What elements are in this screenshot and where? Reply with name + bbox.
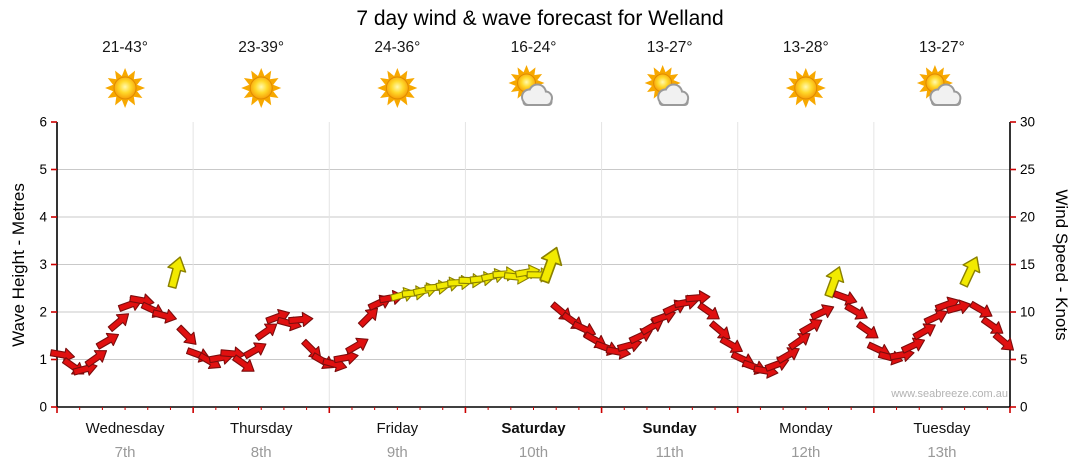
wind-arrow	[900, 337, 926, 354]
wind-arrow	[685, 290, 711, 306]
weather-icon-partly-cloudy	[508, 65, 553, 106]
day-name-label: Sunday	[643, 420, 698, 437]
left-tick-label: 1	[39, 352, 47, 367]
wind-arrow	[969, 300, 993, 318]
wind-arrow	[167, 256, 187, 289]
wind-arrow	[945, 299, 972, 315]
cloud	[931, 85, 960, 104]
wind-arrow	[856, 321, 879, 339]
wind-arrow	[345, 337, 369, 355]
left-tick-label: 3	[39, 257, 47, 272]
day-name-label: Saturday	[501, 420, 566, 437]
temp-range-label: 16-24°	[511, 39, 557, 56]
wind-arrow	[959, 256, 981, 288]
left-tick-label: 5	[39, 162, 47, 177]
wind-arrow	[832, 290, 858, 306]
sun-disc	[385, 76, 409, 100]
wind-arrow	[776, 347, 800, 364]
weather-icon-sunny	[241, 68, 282, 108]
axis-ticks	[51, 121, 1016, 413]
wind-arrow	[151, 309, 177, 324]
right-tick-label: 15	[1020, 257, 1035, 272]
right-tick-label: 10	[1020, 305, 1035, 320]
wind-arrow	[333, 349, 359, 365]
wind-arrow	[176, 324, 197, 345]
sun-rays	[241, 68, 282, 108]
weather-icon-partly-cloudy	[644, 65, 690, 106]
cloud	[523, 85, 551, 104]
left-tick-label: 2	[39, 305, 47, 320]
day-name-label: Tuesday	[913, 420, 970, 437]
wind-arrow	[232, 354, 255, 372]
wind-arrow	[719, 336, 743, 353]
left-tick-label: 6	[39, 115, 47, 130]
right-tick-label: 0	[1020, 400, 1028, 415]
weather-icon-partly-cloudy	[916, 65, 962, 106]
day-name-label: Wednesday	[86, 420, 165, 437]
wind-arrow	[288, 311, 314, 327]
wind-arrow	[923, 309, 948, 326]
temp-range-label: 13-28°	[783, 39, 829, 56]
right-tick-label: 30	[1020, 115, 1035, 130]
wind-arrow	[912, 323, 936, 341]
wind-arrow	[787, 333, 811, 351]
left-tick-label: 4	[39, 210, 47, 225]
day-date-label: 7th	[115, 444, 136, 461]
right-tick-label: 5	[1020, 352, 1028, 367]
wind-arrow	[640, 318, 664, 336]
wind-arrow	[810, 304, 835, 321]
grid-lines	[57, 122, 1010, 407]
right-tick-label: 25	[1020, 162, 1035, 177]
wind-arrows	[49, 246, 1015, 379]
wind-arrow	[84, 350, 108, 368]
sun-rays	[377, 68, 418, 108]
temp-range-label: 21-43°	[102, 39, 148, 56]
day-date-label: 8th	[251, 444, 272, 461]
wind-arrow	[992, 331, 1015, 351]
wind-arrow	[357, 307, 379, 328]
day-name-label: Thursday	[230, 420, 293, 437]
day-date-label: 13th	[927, 444, 956, 461]
right-tick-label: 20	[1020, 210, 1035, 225]
sun-disc	[794, 76, 818, 100]
weather-icon-sunny	[105, 68, 146, 108]
day-name-label: Friday	[377, 420, 419, 437]
sun-disc	[249, 76, 273, 100]
day-date-label: 11th	[656, 444, 684, 461]
weather-icon-sunny	[377, 68, 418, 108]
weather-icon-sunny	[785, 68, 826, 108]
wind-arrow	[49, 347, 76, 363]
sun-rays	[105, 68, 146, 108]
axis-labels: 0 1 2 3 4 5 6 0 5 10 15 20 25 30 21-43° Wednesday 7th 23-…	[39, 39, 1035, 461]
temp-range-label: 24-36°	[374, 39, 420, 56]
wind-arrow	[980, 316, 1004, 334]
weather-icons	[105, 65, 962, 108]
day-date-label: 12th	[791, 444, 820, 461]
wind-arrow	[799, 318, 823, 336]
day-name-label: Monday	[779, 420, 833, 437]
day-date-label: 9th	[387, 444, 408, 461]
wind-arrow	[243, 342, 267, 360]
temp-range-label: 23-39°	[238, 39, 284, 56]
chart-title: 7 day wind & wave forecast for Welland	[356, 7, 724, 30]
wind-arrow	[844, 302, 868, 320]
wind-arrow	[107, 313, 130, 333]
wind-arrow	[697, 302, 720, 320]
sun-rays	[785, 68, 826, 108]
wind-arrow	[95, 332, 120, 350]
cloud	[659, 85, 688, 104]
sun-disc	[113, 76, 137, 100]
wind-arrow	[254, 323, 278, 341]
temp-range-label: 13-27°	[919, 39, 965, 56]
left-tick-label: 0	[39, 400, 47, 415]
wind-arrow	[539, 246, 563, 284]
day-date-label: 10th	[519, 444, 548, 461]
watermark: www.seabreeze.com.au	[891, 388, 1008, 400]
temp-range-label: 13-27°	[647, 39, 693, 56]
